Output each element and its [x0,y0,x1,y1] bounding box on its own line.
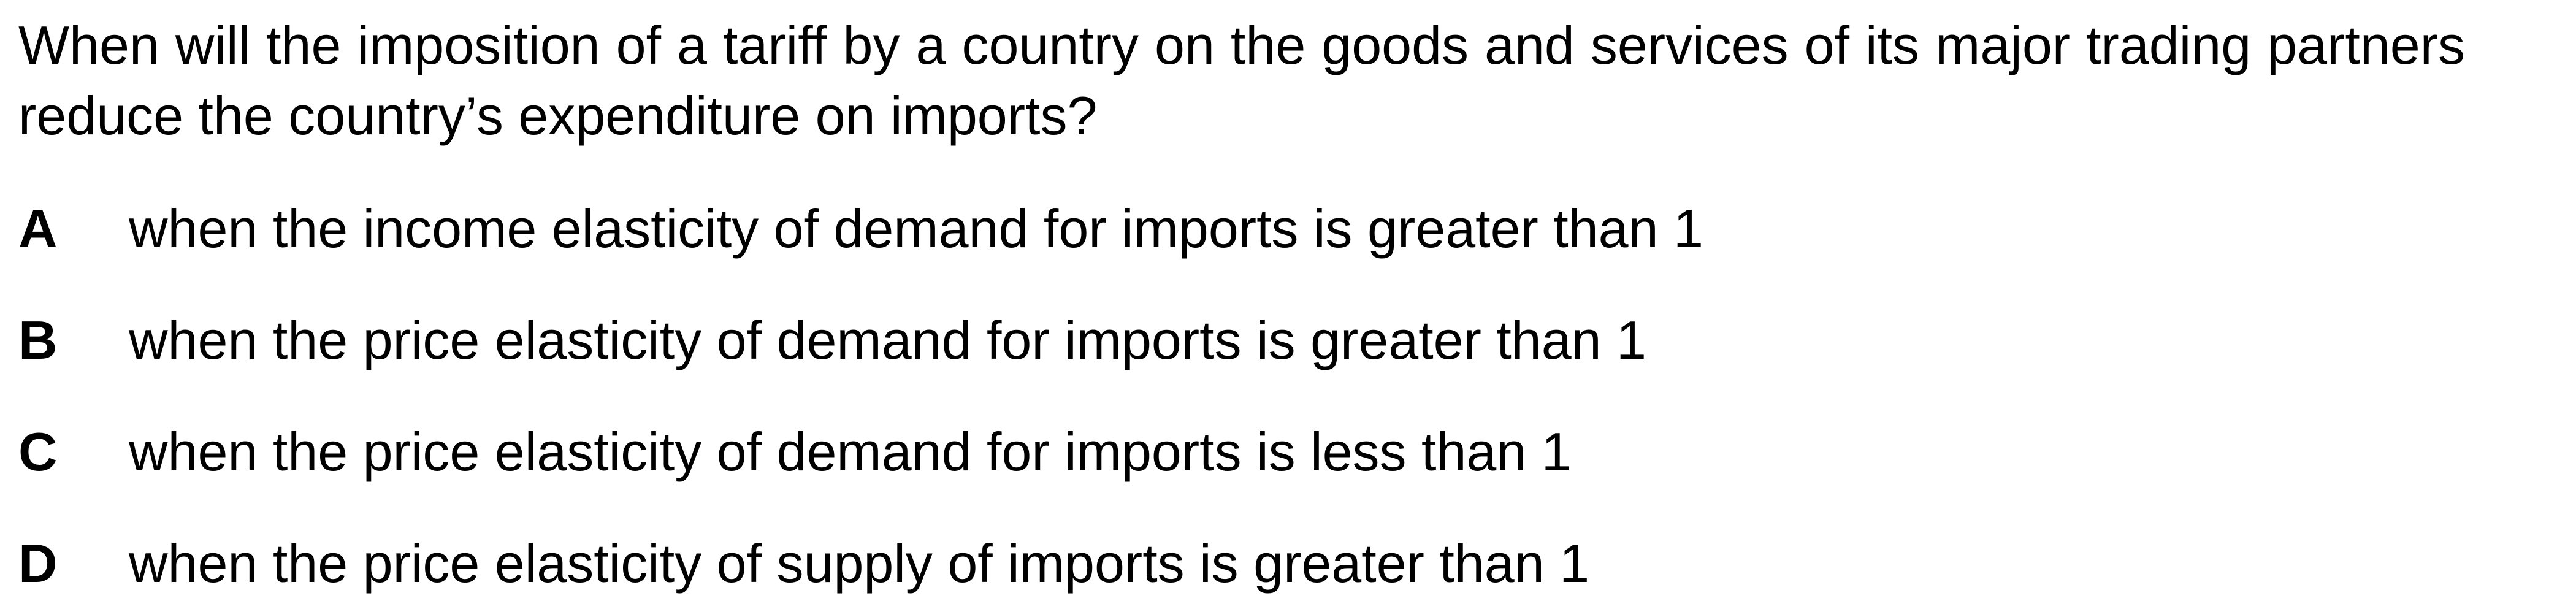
option-text: when the price elasticity of demand for … [129,310,1646,370]
option-d[interactable]: D when the price elasticity of supply of… [18,530,1589,597]
option-b[interactable]: B when the price elasticity of demand fo… [18,307,1646,374]
option-letter: B [18,310,58,370]
option-text: when the price elasticity of supply of i… [129,533,1590,594]
option-c[interactable]: C when the price elasticity of demand fo… [18,418,1572,486]
option-letter: C [18,421,58,482]
option-text: when the price elasticity of demand for … [129,421,1572,482]
option-a[interactable]: A when the income elasticity of demand f… [18,195,1703,262]
option-letter: D [18,533,58,594]
question-text: When will the imposition of a tariff by … [18,15,2465,146]
option-text: when the income elasticity of demand for… [129,198,1703,259]
option-letter: A [18,198,58,259]
